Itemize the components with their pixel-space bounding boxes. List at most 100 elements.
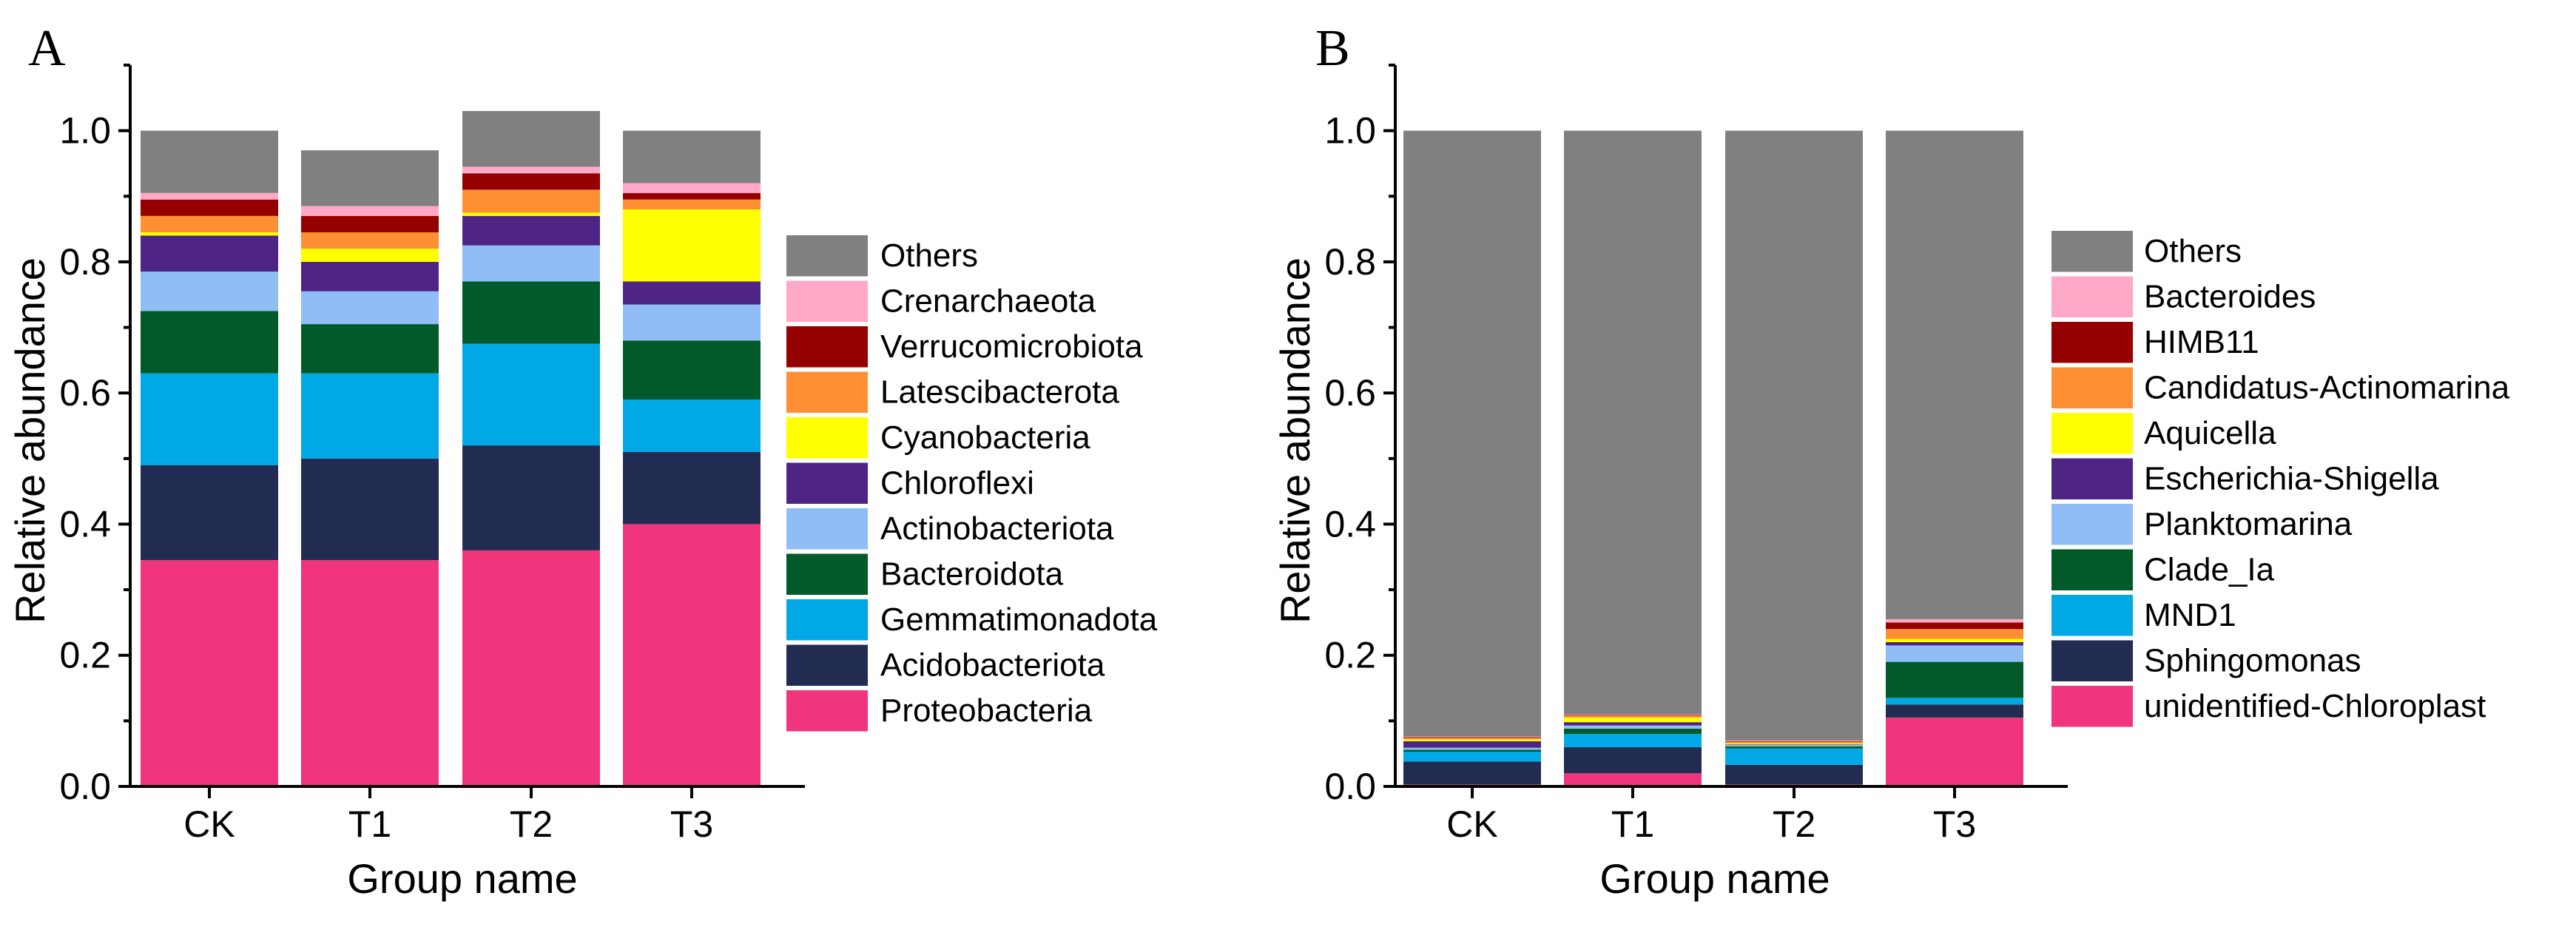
y-tick-label: 0.4 [1324,503,1376,545]
x-tick-label-ck: CK [1446,803,1497,845]
bar-ck-sphingomonas [1403,761,1541,785]
bar-t2-escherichia-shigella [1725,744,1863,746]
bar-t1-verrucomicrobiota [301,215,439,233]
legend-swatch-unidentified-chloroplast [2051,686,2133,727]
x-tick-label-t2: T2 [510,803,553,845]
bar-t2-chloroflexi [462,215,600,246]
bar-ck-crenarchaeota [141,192,278,200]
legend-swatch-crenarchaeota [786,280,868,322]
bar-t1-gemmatimonadota [301,373,439,459]
legend-swatch-clade-ia [2051,549,2133,590]
legend-swatch-others [2051,231,2133,272]
legend-label-planktomarina: Planktomarina [2144,506,2353,542]
legend-label-chloroflexi: Chloroflexi [880,465,1034,502]
bar-ck-escherichia-shigella [1403,741,1541,748]
bar-ck-chloroflexi [141,235,278,272]
bar-t3-others [1886,130,2023,619]
y-tick-label: 0.6 [1324,372,1376,414]
legend-label-verrucomicrobiota: Verrucomicrobiota [880,328,1143,365]
legend-swatch-planktomarina [2051,504,2133,545]
y-axis-title: Relative abundance [1272,257,1318,624]
bar-t1-aquicella [1564,717,1702,723]
y-axis-title: Relative abundance [7,257,53,624]
bar-t3-chloroflexi [623,281,761,305]
legend-label-sphingomonas: Sphingomonas [2144,643,2361,679]
bar-t2-latescibacterota [462,189,600,213]
bar-t3-himb11 [1886,622,2023,630]
bar-t2-verrucomicrobiota [462,173,600,190]
bar-t3-planktomarina [1886,645,2023,662]
legend-label-bacteroides: Bacteroides [2144,279,2316,315]
bar-ck-latescibacterota [141,215,278,233]
legend-label-latescibacterota: Latescibacterota [880,374,1119,411]
y-tick-label: 0.0 [1324,766,1376,807]
bar-t1-crenarchaeota [301,206,439,216]
legend: Others Bacteroides HIMB11 Candidatus-Actino… [2051,231,2510,727]
bar-t3-proteobacteria [623,524,761,786]
legend-swatch-verrucomicrobiota [786,326,868,368]
bar-ck-others [1403,130,1541,737]
bar-t1-bacteroidota [301,324,439,374]
legend-swatch-chloroflexi [786,462,868,504]
y-tick-label: 0.6 [59,372,111,414]
legend-label-gemmatimonadota: Gemmatimonadota [880,601,1158,638]
legend-swatch-bacteroidota [786,553,868,595]
y-tick-label: 1.0 [59,110,111,152]
bar-t1-clade-ia [1564,729,1702,735]
bar-ck-others [141,130,278,193]
panel-letter: B [1315,20,1350,77]
bar-t1-sphingomonas [1564,746,1702,774]
panel-letter: A [28,20,66,77]
bar-t1-actinobacteriota [301,291,439,325]
y-tick-label: 0.8 [1324,241,1376,283]
x-tick-label-t3: T3 [1933,803,1976,845]
bar-ck-aquicella [1403,739,1541,741]
legend-swatch-himb11 [2051,322,2133,363]
bar-t3-cyanobacteria [623,209,761,282]
legend-swatch-mnd1 [2051,595,2133,636]
bar-t2-mnd1 [1725,748,1863,765]
bar-t1-escherichia-shigella [1564,722,1702,726]
y-tick-label: 0.2 [59,635,111,676]
legend-label-aquicella: Aquicella [2144,415,2276,451]
bar-t2-cyanobacteria [462,212,600,216]
bar-t2-gemmatimonadota [462,343,600,446]
bar-t3-aquicella [1886,638,2023,642]
legend-label-escherichia-shigella: Escherichia-Shigella [2144,461,2439,497]
bar-t3-candidatus-actinomarina [1886,629,2023,639]
bar-ck-bacteroidota [141,311,278,374]
bar-t2-others [462,111,600,167]
bar-t2-aquicella [1725,743,1863,745]
legend-label-bacteroidota: Bacteroidota [880,556,1064,593]
legend-label-himb11: HIMB11 [2144,324,2259,360]
bar-t3-verrucomicrobiota [623,192,761,200]
bar-t1-others [301,150,439,206]
legend-swatch-gemmatimonadota [786,599,868,641]
bar-ck-verrucomicrobiota [141,199,278,216]
legend-swatch-others [786,235,868,277]
bar-t1-proteobacteria [301,560,439,786]
legend-swatch-acidobacteriota [786,644,868,686]
y-tick-label: 0.4 [59,503,111,545]
bar-t3-escherichia-shigella [1886,642,2023,646]
bar-t1-mnd1 [1564,734,1702,747]
legend-label-crenarchaeota: Crenarchaeota [880,283,1096,320]
bar-ck-planktomarina [1403,747,1541,750]
bar-ck-gemmatimonadota [141,373,278,465]
bar-ck-candidatus-actinomarina [1403,738,1541,740]
legend-swatch-actinobacteriota [786,508,868,550]
chart-panel-a: A 0.0 0.2 0.4 0.6 0.8 1.0 CK T1 T2 T3 Group name Rel… [7,20,1158,902]
bar-t2-himb11 [1725,741,1863,742]
legend-label-unidentified-chloroplast: unidentified-Chloroplast [2144,688,2486,724]
bar-t1-acidobacteriota [301,458,439,561]
bar-t3-gemmatimonadota [623,400,761,452]
legend-label-cyanobacteria: Cyanobacteria [880,419,1090,456]
bar-ck-bacteroides [1403,736,1541,738]
bar-t1-others [1564,130,1702,715]
legend-label-candidatus-actinomarina: Candidatus-Actinomarina [2144,370,2510,406]
bar-t3-sphingomonas [1886,704,2023,718]
bar-t2-bacteroidota [462,281,600,344]
bar-t3-acidobacteriota [623,451,761,525]
legend-swatch-bacteroides [2051,276,2133,317]
